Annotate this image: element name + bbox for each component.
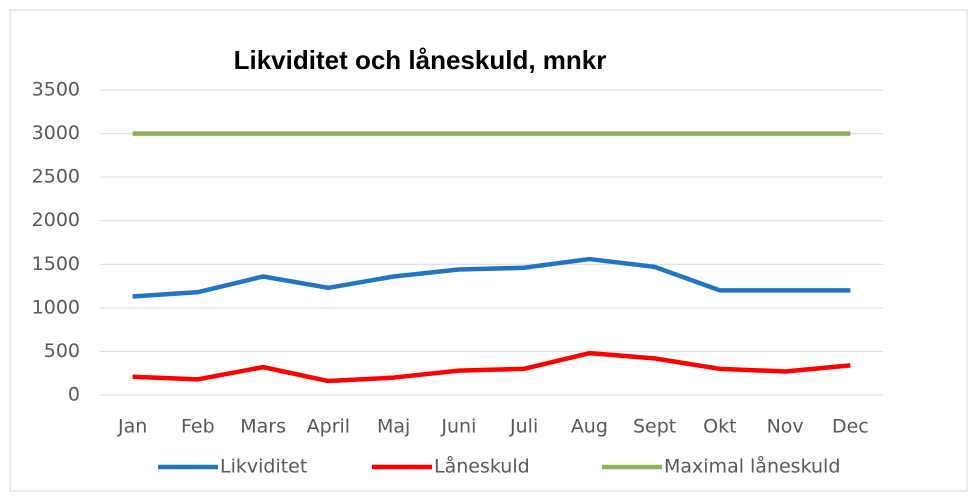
chart-title: Likviditet och låneskuld, mnkr: [234, 45, 607, 75]
legend-label: Maximal låneskuld: [664, 455, 840, 478]
legend-label: Låneskuld: [434, 455, 530, 478]
y-tick-label: 1500: [32, 253, 80, 275]
y-tick-label: 3500: [32, 79, 80, 101]
x-tick-label: Jan: [117, 416, 147, 438]
x-tick-label: Juli: [509, 416, 538, 438]
x-tick-label: Nov: [767, 416, 804, 438]
y-tick-label: 0: [68, 384, 80, 406]
x-tick-label: Dec: [832, 416, 869, 438]
y-tick-label: 2500: [32, 166, 80, 188]
x-tick-label: Mars: [240, 416, 286, 438]
y-tick-label: 2000: [32, 209, 80, 231]
y-tick-label: 500: [44, 340, 80, 362]
y-tick-label: 1000: [32, 296, 80, 318]
data-line: [132, 256, 851, 299]
x-tick-label: Aug: [571, 416, 608, 438]
data-line: [132, 350, 851, 384]
x-tick-label: Juni: [440, 416, 476, 438]
chart-border: [9, 9, 968, 492]
x-tick-label: Maj: [377, 416, 410, 438]
x-tick-label: Sept: [633, 416, 676, 438]
x-tick-label: Feb: [181, 416, 215, 438]
x-tick-label: Okt: [703, 416, 736, 438]
y-tick-label: 3000: [32, 122, 80, 144]
legend-label: Likviditet: [220, 456, 307, 478]
x-tick-label: April: [307, 416, 350, 438]
